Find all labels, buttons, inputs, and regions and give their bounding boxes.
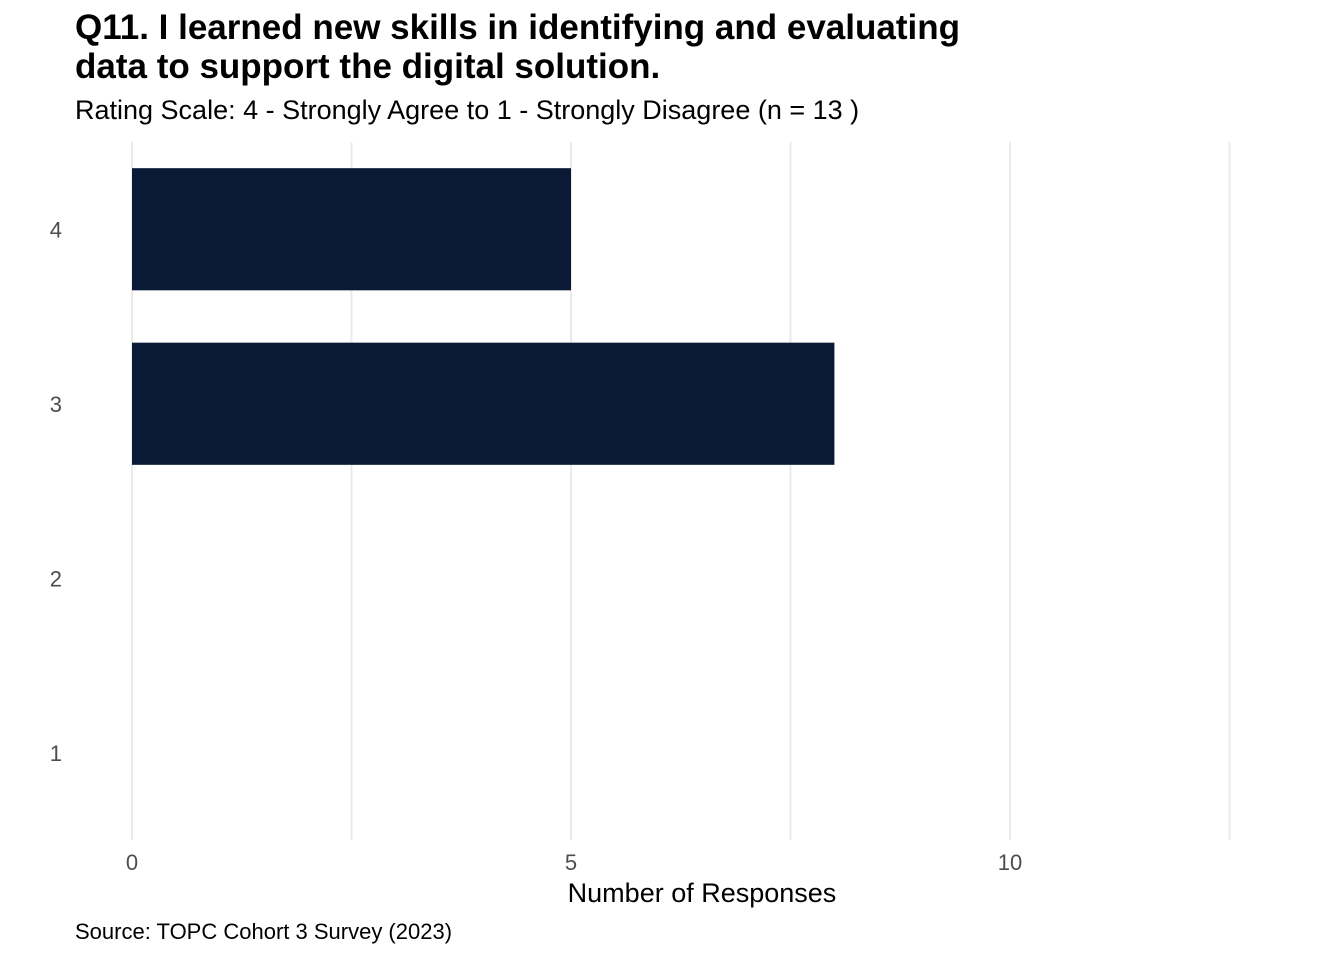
x-axis-title: Number of Responses xyxy=(568,878,837,908)
x-tick-label: 10 xyxy=(998,850,1022,875)
bars xyxy=(132,168,835,465)
y-tick-label: 2 xyxy=(50,566,62,591)
chart-title: Q11. I learned new skills in identifying… xyxy=(75,8,1075,86)
x-tick-label: 5 xyxy=(565,850,577,875)
y-tick-label: 4 xyxy=(50,217,62,242)
chart-caption: Source: TOPC Cohort 3 Survey (2023) xyxy=(75,919,453,944)
y-tick-label: 3 xyxy=(50,392,62,417)
chart-title-line-1: Q11. I learned new skills in identifying… xyxy=(75,8,960,47)
bar-3 xyxy=(132,342,835,465)
x-tick-label: 0 xyxy=(126,850,138,875)
y-axis-ticks: 4 3 2 1 xyxy=(50,217,62,766)
chart-title-line-2: data to support the digital solution. xyxy=(75,47,661,86)
x-axis-ticks: 0 5 10 xyxy=(126,850,1022,875)
y-tick-label: 1 xyxy=(50,741,62,766)
chart-subtitle: Rating Scale: 4 - Strongly Agree to 1 - … xyxy=(75,95,860,125)
bar-4 xyxy=(132,168,571,291)
